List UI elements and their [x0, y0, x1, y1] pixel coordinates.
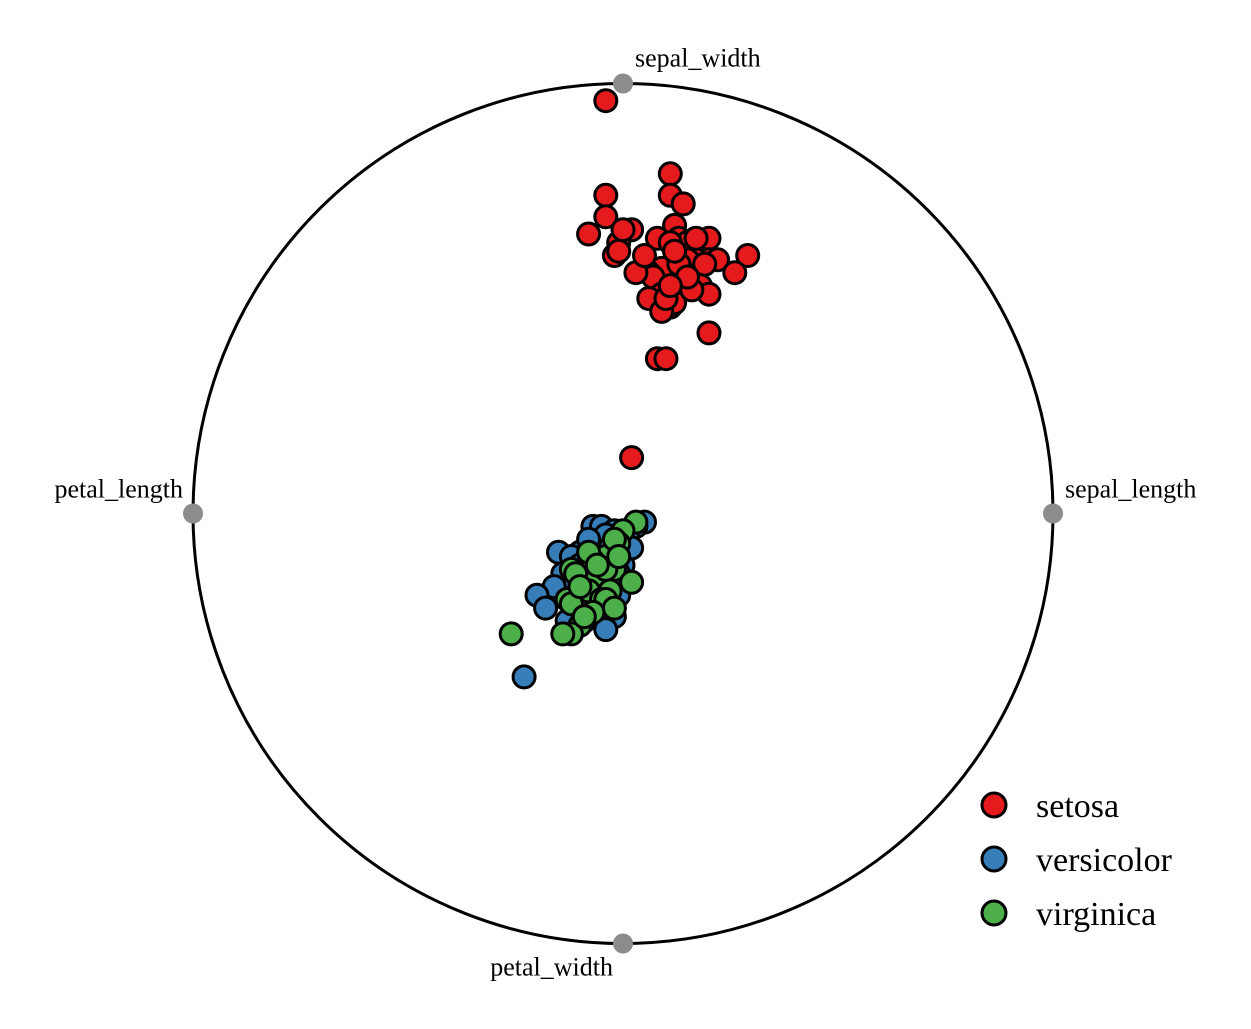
anchor-label-petal-length: petal_length: [54, 475, 183, 504]
anchors-layer: sepal_length sepal_width petal_lengthpetal…: [54, 44, 1196, 982]
data-point-virginica: [567, 574, 593, 600]
data-point-versicolor: [511, 664, 537, 690]
anchor-label-sepal-width: sepal_width: [635, 44, 761, 73]
legend-item-setosa: setosa: [980, 788, 1119, 825]
legend-marker-virginica: [980, 899, 1008, 927]
anchor-point-petal-width: [613, 933, 633, 954]
anchor-label-petal-width: petal_width: [490, 953, 613, 982]
legend-marker-setosa: [980, 791, 1008, 819]
anchor-point-sepal-width: [613, 73, 633, 94]
data-point-setosa: [593, 182, 619, 208]
legend-item-virginica: virginica: [980, 896, 1156, 933]
data-point-virginica: [584, 552, 610, 578]
data-point-setosa: [619, 445, 645, 471]
data-point-versicolor: [533, 595, 559, 621]
data-point-virginica: [619, 569, 645, 595]
data-point-setosa: [610, 217, 636, 243]
series-virginica: [498, 509, 649, 647]
data-point-setosa: [593, 88, 619, 114]
data-point-virginica: [498, 621, 524, 647]
legend-item-versicolor: versicolor: [980, 842, 1173, 879]
data-point-versicolor: [593, 617, 619, 643]
legend-label-setosa: setosa: [1036, 788, 1119, 825]
anchor-point-petal-length: [183, 503, 203, 524]
data-point-setosa: [653, 346, 679, 372]
data-point-setosa: [696, 320, 722, 346]
legend-marker-versicolor: [980, 845, 1008, 873]
radviz-circle: [191, 82, 1055, 945]
points-layer: [498, 88, 761, 690]
data-point-setosa: [632, 243, 657, 268]
series-setosa: [576, 88, 761, 471]
legend-label-virginica: virginica: [1036, 896, 1156, 933]
data-point-setosa: [606, 238, 632, 264]
data-point-virginica: [550, 621, 576, 647]
data-point-setosa: [722, 260, 748, 286]
data-point-setosa: [683, 225, 709, 251]
data-point-setosa: [662, 238, 688, 264]
legend: setosa versicolor virginica: [980, 788, 1173, 933]
data-point-virginica: [571, 604, 597, 630]
anchor-point-sepal-length: [1043, 503, 1063, 524]
data-point-setosa: [593, 204, 619, 230]
data-point-setosa: [657, 273, 683, 299]
data-point-virginica: [601, 595, 627, 621]
data-point-setosa: [657, 161, 683, 187]
anchor-label-sepal-length: sepal_length: [1065, 475, 1196, 504]
data-point-setosa: [576, 221, 602, 247]
data-point-virginica: [606, 544, 632, 569]
data-point-setosa: [670, 191, 696, 217]
legend-label-versicolor: versicolor: [1036, 842, 1173, 879]
data-point-setosa: [735, 243, 761, 268]
